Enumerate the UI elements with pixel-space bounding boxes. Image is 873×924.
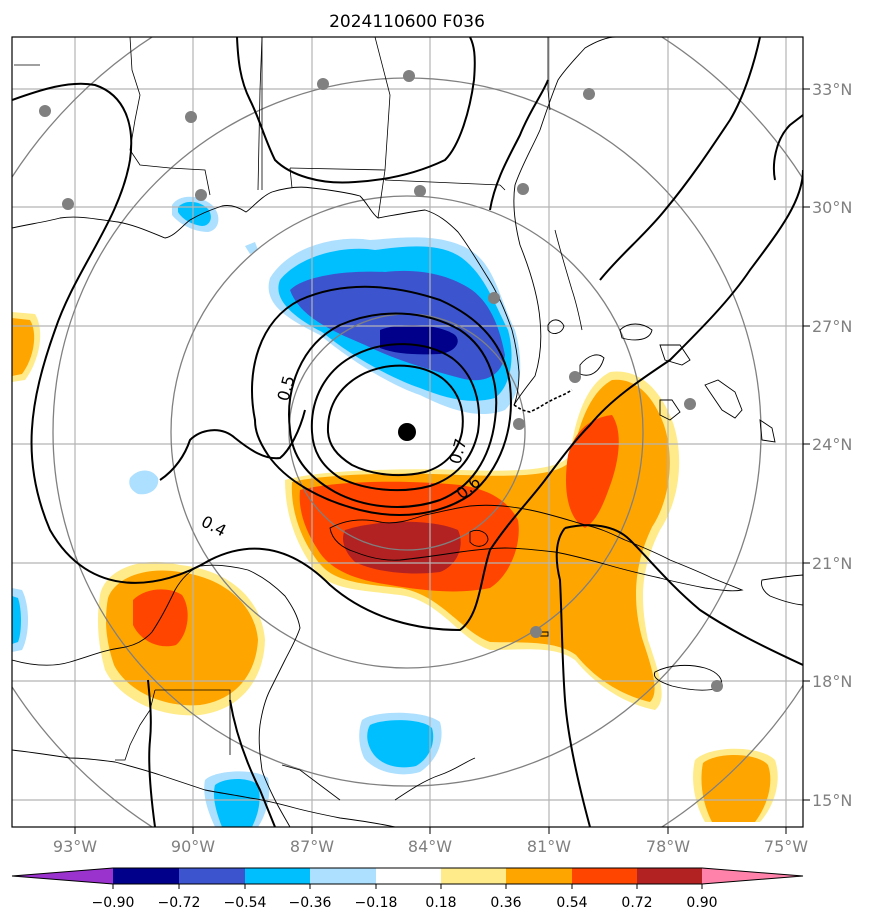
colorbar-bin — [572, 868, 637, 884]
lat-label: 33°N — [812, 80, 852, 99]
colorbar-bin — [310, 868, 376, 884]
lat-label: 21°N — [812, 554, 852, 573]
colorbar-bin — [376, 868, 441, 884]
map-area: 0.4 0.5 0.6 0.7 — [12, 37, 803, 827]
shade-neg-54 — [213, 779, 260, 827]
colorbar-bin — [637, 868, 702, 884]
colorbar-bin — [441, 868, 506, 884]
lon-label: 90°W — [171, 837, 215, 856]
lat-label: 15°N — [812, 791, 852, 810]
shade-pos-72 — [343, 521, 461, 574]
lat-label: 24°N — [812, 435, 852, 454]
contour-0.4-bot — [147, 679, 156, 827]
contour-0.7 — [310, 343, 481, 492]
storm-center-marker — [398, 423, 416, 441]
contour-0.4-right — [489, 79, 549, 211]
colorbar-label: −0.36 — [289, 895, 332, 911]
map-frame — [11, 36, 804, 828]
shade-neg-36 — [129, 470, 159, 495]
anomaly-shading — [12, 196, 778, 827]
contour-0.6 — [288, 312, 498, 508]
colorbar-extend-max — [702, 868, 803, 884]
colorbar-bin — [113, 868, 179, 884]
lon-label: 87°W — [290, 837, 334, 856]
contour-0.5 — [251, 285, 512, 516]
colorbar-label: 0.18 — [425, 895, 456, 911]
colorbar-label: 0.72 — [621, 895, 652, 911]
lon-label: 93°W — [53, 837, 97, 856]
contours — [12, 37, 803, 827]
contour-0.4-east — [599, 37, 761, 281]
axis-ticks — [74, 88, 810, 834]
colorbar-extend-min — [12, 868, 113, 884]
colorbar-bin — [245, 868, 310, 884]
contour-0.4-se — [564, 524, 803, 666]
contour-0.4-upper — [236, 37, 476, 184]
lat-label: 30°N — [812, 198, 852, 217]
colorbar-label: −0.54 — [224, 895, 267, 911]
colorbar-label: −0.72 — [158, 895, 201, 911]
colorbar-label: 0.90 — [686, 895, 717, 911]
contour-0.4-w — [159, 409, 306, 481]
shade-pos-36 — [701, 754, 771, 822]
contour-0.4-bot2 — [229, 699, 276, 827]
coastlines — [12, 37, 803, 827]
station-dots — [39, 70, 723, 692]
lon-label: 81°W — [527, 837, 571, 856]
lon-label: 78°W — [646, 837, 690, 856]
shade-neg-90 — [380, 325, 458, 355]
colorbar-label: −0.18 — [355, 895, 398, 911]
longitude-labels: 93°W 90°W 87°W 84°W 81°W 78°W 75°W — [53, 837, 808, 856]
graticule — [12, 37, 803, 827]
lon-label: 75°W — [764, 837, 808, 856]
lat-label: 18°N — [812, 672, 852, 691]
colorbar: −0.90 −0.72 −0.54 −0.36 −0.18 0.18 0.36 … — [11, 867, 804, 911]
lat-label: 27°N — [812, 317, 852, 336]
contour-0.4-sw — [555, 527, 591, 827]
contour-0.4-far — [772, 114, 803, 181]
colorbar-label: −0.90 — [92, 895, 135, 911]
shade-neg-54 — [367, 720, 434, 768]
lon-label: 84°W — [408, 837, 452, 856]
shade-neg-54 — [178, 201, 211, 226]
shade-neg-54 — [12, 596, 21, 644]
contour-0.8 — [326, 364, 464, 477]
shade-pos-36 — [12, 318, 35, 376]
contour-0.4 — [12, 82, 803, 632]
figure-title: 2024110600 F036 — [329, 12, 485, 32]
colorbar-bin — [179, 868, 245, 884]
colorbar-ticks — [112, 884, 703, 889]
latitude-labels: 15°N 18°N 21°N 24°N 27°N 30°N 33°N — [812, 80, 852, 810]
colorbar-bin — [506, 868, 572, 884]
colorbar-label: 0.54 — [556, 895, 587, 911]
colorbar-label: 0.36 — [490, 895, 521, 911]
shade-pos-54 — [565, 415, 619, 528]
